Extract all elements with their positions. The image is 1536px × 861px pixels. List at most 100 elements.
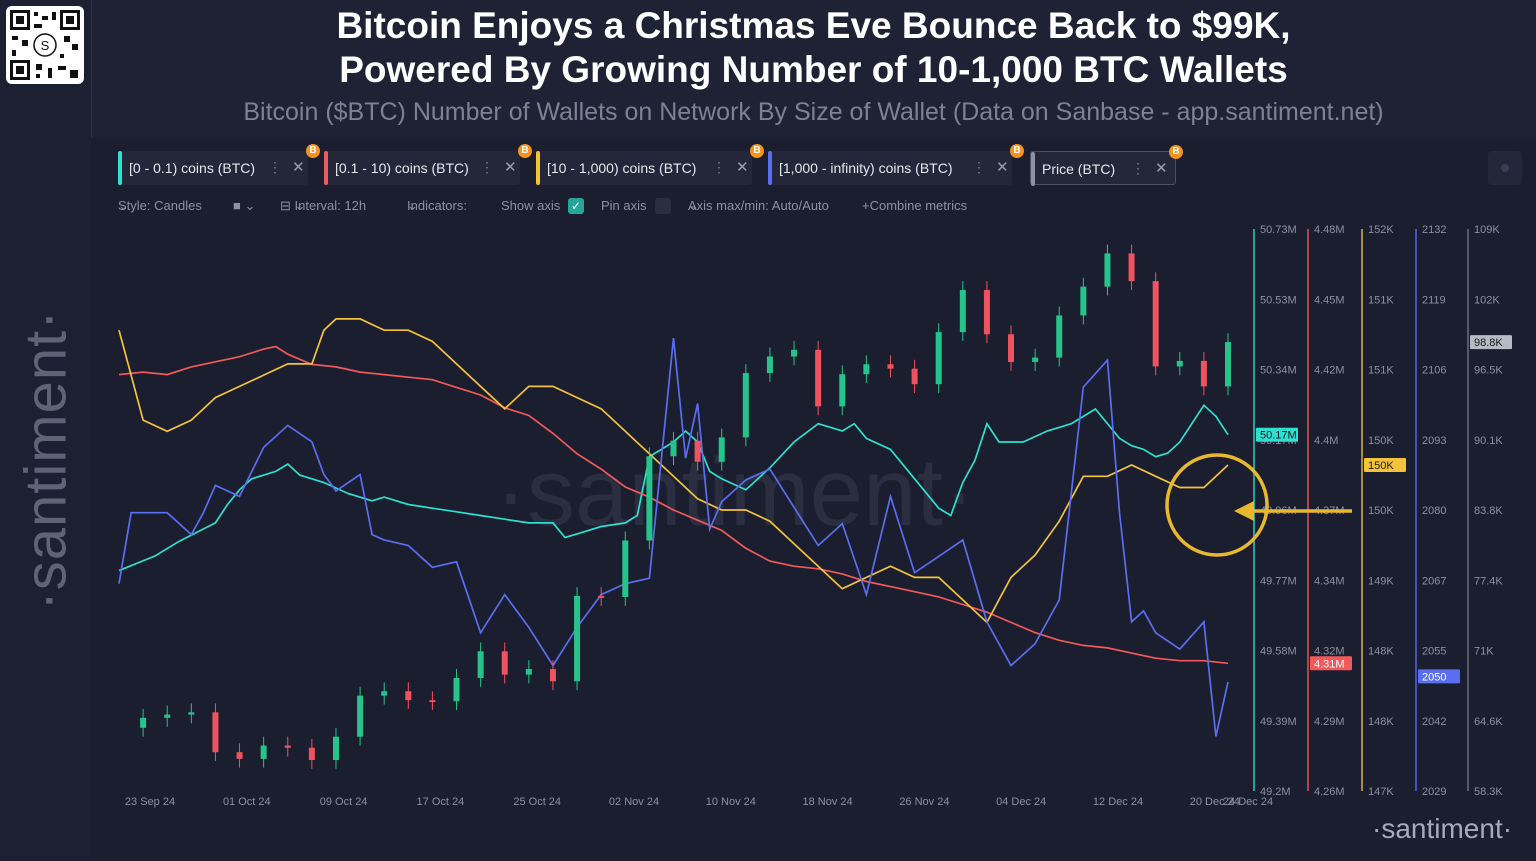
close-icon[interactable]: ✕: [996, 159, 1009, 176]
tab-metric-price[interactable]: Price (BTC) ⋮ ✕ B: [1030, 145, 1183, 186]
axis-tick-label: 77.4K: [1474, 575, 1503, 587]
close-icon[interactable]: ✕: [736, 159, 749, 176]
page-title: Bitcoin Enjoys a Christmas Eve Bounce Ba…: [91, 4, 1536, 92]
candle-body: [1008, 334, 1015, 363]
candle-body: [284, 745, 291, 748]
indicators-label: Indicators:: [407, 198, 467, 213]
series-line-0: [118, 403, 1229, 572]
style-dropdown[interactable]: Style: Candles ⌄: [118, 198, 202, 213]
candle-body: [429, 700, 436, 703]
more-icon[interactable]: ⋮: [480, 159, 494, 175]
more-icon[interactable]: ⋮: [1131, 160, 1145, 176]
axis-tick-label: 58.3K: [1474, 786, 1503, 798]
axis-tick-label: 90.1K: [1474, 435, 1503, 447]
candle-body: [1080, 286, 1087, 316]
candle-body: [549, 669, 556, 682]
tab-metric-1000-infinity[interactable]: [1,000 - infinity) coins (BTC) ⋮ ✕ B: [768, 144, 1024, 185]
show-axis-label: Show axis: [501, 198, 561, 213]
watermark: ·santiment·: [495, 439, 975, 546]
more-icon[interactable]: ⋮: [712, 159, 726, 175]
axis-tick-label: 4.26M: [1314, 786, 1345, 798]
highlight-circle: [1165, 453, 1269, 557]
axis-tick-label: 2042: [1422, 716, 1446, 728]
close-icon[interactable]: ✕: [504, 159, 517, 176]
axis-tick-label: 148K: [1368, 646, 1394, 658]
axis-tick-label: 4.4M: [1314, 435, 1338, 447]
candle-body: [766, 356, 773, 374]
candle-body: [1176, 360, 1183, 367]
pin-axis-checkbox[interactable]: [655, 198, 671, 214]
x-tick-label: 10 Nov 24: [706, 796, 756, 808]
close-icon[interactable]: ✕: [292, 159, 305, 176]
series-line-1: [118, 345, 1229, 665]
current-value-label: 98.8K: [1474, 337, 1503, 349]
current-value-badge: [1364, 458, 1406, 473]
tab-metric-0.1-10[interactable]: [0.1 - 10) coins (BTC) ⋮ ✕ B: [324, 144, 532, 185]
x-tick-label: 20 Dec 24: [1190, 796, 1240, 808]
qr-code-icon: S: [6, 6, 84, 84]
show-axis-checkbox[interactable]: ✓: [568, 198, 584, 214]
axis-tick-label: 4.32M: [1314, 646, 1345, 658]
axis-tick-label: 83.8K: [1474, 505, 1503, 517]
title-line-1: Bitcoin Enjoys a Christmas Eve Bounce Ba…: [336, 5, 1291, 46]
current-value-label: 50.17M: [1260, 430, 1297, 442]
subtitle: Bitcoin ($BTC) Number of Wallets on Netw…: [243, 98, 1384, 126]
candle-body: [815, 349, 822, 407]
x-tick-label: 18 Nov 24: [803, 796, 853, 808]
candle-body: [1225, 342, 1231, 387]
tab-metric-10-1000[interactable]: [10 - 1,000) coins (BTC) ⋮ ✕ B: [536, 144, 764, 185]
more-icon[interactable]: ⋮: [972, 159, 986, 175]
current-value-label: 150K: [1368, 460, 1394, 472]
interval-dropdown[interactable]: ⊟ Interval: 12h ⌄: [280, 198, 367, 213]
title-line-2: Powered By Growing Number of 10-1,000 BT…: [339, 49, 1288, 90]
x-tick-label: 25 Oct 24: [513, 796, 561, 808]
axis-tick-label: 2067: [1422, 575, 1446, 587]
axis-tick-label: 149K: [1368, 575, 1394, 587]
close-icon[interactable]: ✕: [1155, 160, 1168, 177]
more-icon[interactable]: ⋮: [268, 159, 282, 175]
series-line-3: [118, 338, 1229, 737]
axis-tick-label: 71K: [1474, 646, 1494, 658]
axis-tick-label: 148K: [1368, 716, 1394, 728]
x-tick-label: 12 Dec 24: [1093, 796, 1143, 808]
candle-body: [140, 717, 147, 728]
candle-body: [646, 456, 653, 541]
tab-metric-0-0.1[interactable]: [0 - 0.1) coins (BTC) ⋮ ✕ B: [118, 144, 320, 185]
x-tick-label: 01 Oct 24: [223, 796, 271, 808]
axis-tick-label: 150K: [1368, 505, 1394, 517]
candle-body: [1128, 253, 1135, 282]
axis-tick-label: 49.77M: [1260, 575, 1297, 587]
tab-label: [10 - 1,000) coins (BTC): [547, 160, 697, 176]
header: Bitcoin Enjoys a Christmas Eve Bounce Ba…: [91, 0, 1536, 138]
tab-label: Price (BTC): [1042, 161, 1116, 177]
indicators-dropdown[interactable]: Indicators: ⌄: [407, 198, 467, 213]
axis-tick-label: 2080: [1422, 505, 1446, 517]
axis-maxmin-label: Axis max/min: Auto/Auto: [688, 198, 829, 213]
axis-tick-label: 2132: [1422, 224, 1446, 236]
axis-tick-label: 49.2M: [1260, 786, 1291, 798]
axis-tick-label: 4.34M: [1314, 575, 1345, 587]
candle-body: [863, 364, 870, 375]
current-value-label: 4.31M: [1314, 658, 1345, 670]
axis-tick-label: 96.5K: [1474, 365, 1503, 377]
tab-label: [0.1 - 10) coins (BTC): [335, 160, 469, 176]
current-value-label: 2050: [1422, 671, 1446, 683]
tab-color-bar: [768, 151, 772, 185]
bitcoin-icon: B: [750, 144, 764, 158]
x-tick-label: 17 Oct 24: [417, 796, 465, 808]
color-dropdown[interactable]: ■ ⌄: [233, 198, 256, 213]
settings-button[interactable]: [1488, 151, 1522, 185]
tab-label: [0 - 0.1) coins (BTC): [129, 160, 256, 176]
bitcoin-icon: B: [518, 144, 532, 158]
x-tick-label: 26 Nov 24: [899, 796, 949, 808]
candle-body: [1104, 253, 1111, 287]
current-value-badge: [1256, 427, 1298, 442]
axis-tick-label: 151K: [1368, 294, 1394, 306]
combine-metrics-button[interactable]: + Combine metrics: [862, 198, 968, 213]
axis-maxmin-dropdown[interactable]: Axis max/min: Auto/Auto ⌄: [688, 198, 829, 213]
candle-body: [236, 752, 243, 759]
axis-tick-label: 4.48M: [1314, 224, 1345, 236]
candle-body: [959, 289, 966, 333]
candle-body: [525, 669, 532, 675]
